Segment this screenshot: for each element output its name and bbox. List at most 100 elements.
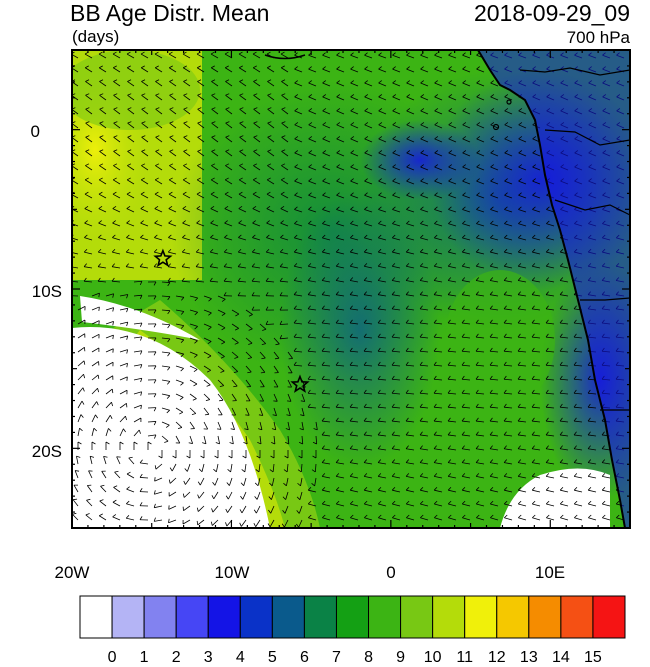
wind-barb: [448, 462, 457, 465]
wind-barb-flag: [433, 347, 437, 352]
wind-barb-flag: [448, 66, 452, 70]
wind-barb: [392, 82, 401, 87]
field-clean-air-southwest: [72, 327, 270, 528]
wind-barb-flag: [489, 417, 493, 422]
wind-barb-flag: [252, 51, 257, 55]
wind-barb: [299, 491, 303, 500]
wind-barb-flag: [212, 481, 216, 486]
wind-barb: [245, 379, 252, 387]
wind-barb-flag: [335, 459, 340, 463]
wind-barb: [378, 166, 387, 171]
wind-barb: [161, 435, 169, 442]
wind-barb-flag: [180, 311, 185, 315]
wind-barb: [588, 476, 597, 479]
wind-barb-flag: [140, 336, 143, 341]
wind-barb-flag: [462, 164, 467, 168]
wind-barb: [140, 179, 149, 185]
wind-barb-flag: [364, 66, 368, 70]
wind-barb: [560, 406, 569, 409]
wind-barb: [462, 476, 471, 479]
wind-barb: [336, 124, 345, 129]
wind-barb-flag: [461, 500, 466, 505]
wind-barb-flag: [405, 347, 409, 352]
wind-barb-flag: [517, 333, 521, 338]
wind-barb: [273, 351, 280, 359]
wind-barb-flag: [211, 163, 216, 166]
wind-barb: [378, 462, 387, 465]
wind-barb-flag: [211, 93, 216, 96]
wind-barb-flag: [223, 248, 228, 253]
wind-barb-flag: [364, 220, 368, 224]
wind-barb: [364, 124, 373, 129]
wind-barb: [126, 53, 135, 59]
wind-barb: [350, 124, 359, 129]
wind-barb: [518, 336, 527, 339]
wind-barb-flag: [154, 206, 159, 209]
wind-barb: [72, 280, 79, 283]
wind-barb-flag: [181, 248, 186, 253]
wind-barb-flag: [194, 311, 198, 316]
wind-barb: [189, 421, 195, 429]
wind-barb-flag: [489, 347, 493, 352]
wind-barb-flag: [126, 51, 131, 55]
wind-barb-flag: [433, 319, 437, 324]
wind-barb: [169, 108, 177, 115]
wind-barb: [127, 151, 135, 157]
wind-barb-flag: [133, 441, 138, 445]
wind-barb: [77, 373, 84, 381]
wind-barb: [231, 323, 239, 329]
wind-barb: [490, 336, 499, 339]
wind-barb-flag: [196, 520, 199, 525]
wind-barb: [378, 180, 387, 185]
wind-barb-flag: [321, 319, 325, 324]
wind-barb-flag: [113, 149, 118, 152]
wind-barb: [350, 180, 359, 185]
wind-barb-flag: [140, 177, 145, 181]
wind-barb: [350, 68, 359, 73]
wind-barb: [281, 165, 289, 171]
wind-barb: [448, 280, 457, 283]
wind-barb-flag: [225, 107, 230, 110]
wind-barb: [182, 519, 191, 525]
wind-barb: [308, 124, 317, 129]
wind-barb-flag: [258, 414, 263, 416]
wind-barb: [392, 166, 401, 171]
wind-barb-flag: [225, 508, 228, 513]
wind-barb-flag: [265, 248, 270, 253]
wind-barb-flag: [601, 445, 605, 450]
wind-barb: [175, 365, 184, 369]
wind-barb-flag: [391, 500, 396, 505]
wind-barb: [560, 322, 569, 325]
wind-barb: [462, 308, 471, 311]
wind-barb-flag: [153, 323, 157, 328]
wind-barb-flag: [391, 431, 395, 436]
wind-barb: [363, 378, 373, 381]
wind-barb: [364, 294, 373, 297]
wind-barb-flag: [461, 305, 465, 310]
wind-barb-flag: [233, 371, 238, 374]
wind-barb-flag: [307, 333, 311, 338]
wind-barb: [378, 503, 387, 507]
wind-barb-flag: [377, 500, 382, 505]
wind-barb: [335, 392, 345, 395]
wind-barb-flag: [155, 121, 160, 124]
wind-barb: [532, 180, 541, 185]
wind-barb-flag: [197, 107, 202, 110]
wind-barb-flag: [364, 206, 368, 210]
wind-barb-flag: [364, 150, 369, 154]
wind-barb: [225, 108, 233, 115]
wind-barb: [307, 350, 317, 353]
wind-barb: [183, 165, 191, 171]
wind-barb-flag: [139, 248, 144, 253]
wind-barb: [210, 208, 219, 213]
wind-barb-flag: [573, 389, 577, 394]
wind-barb-flag: [211, 79, 216, 82]
wind-barb: [363, 392, 373, 395]
wind-barb: [294, 82, 303, 87]
wind-barb-flag: [103, 455, 108, 458]
wind-barb-flag: [228, 455, 233, 459]
wind-barb-flag: [392, 94, 397, 98]
wind-barb: [294, 265, 303, 269]
wind-barb: [560, 448, 569, 451]
wind-barb-flag: [307, 305, 311, 310]
